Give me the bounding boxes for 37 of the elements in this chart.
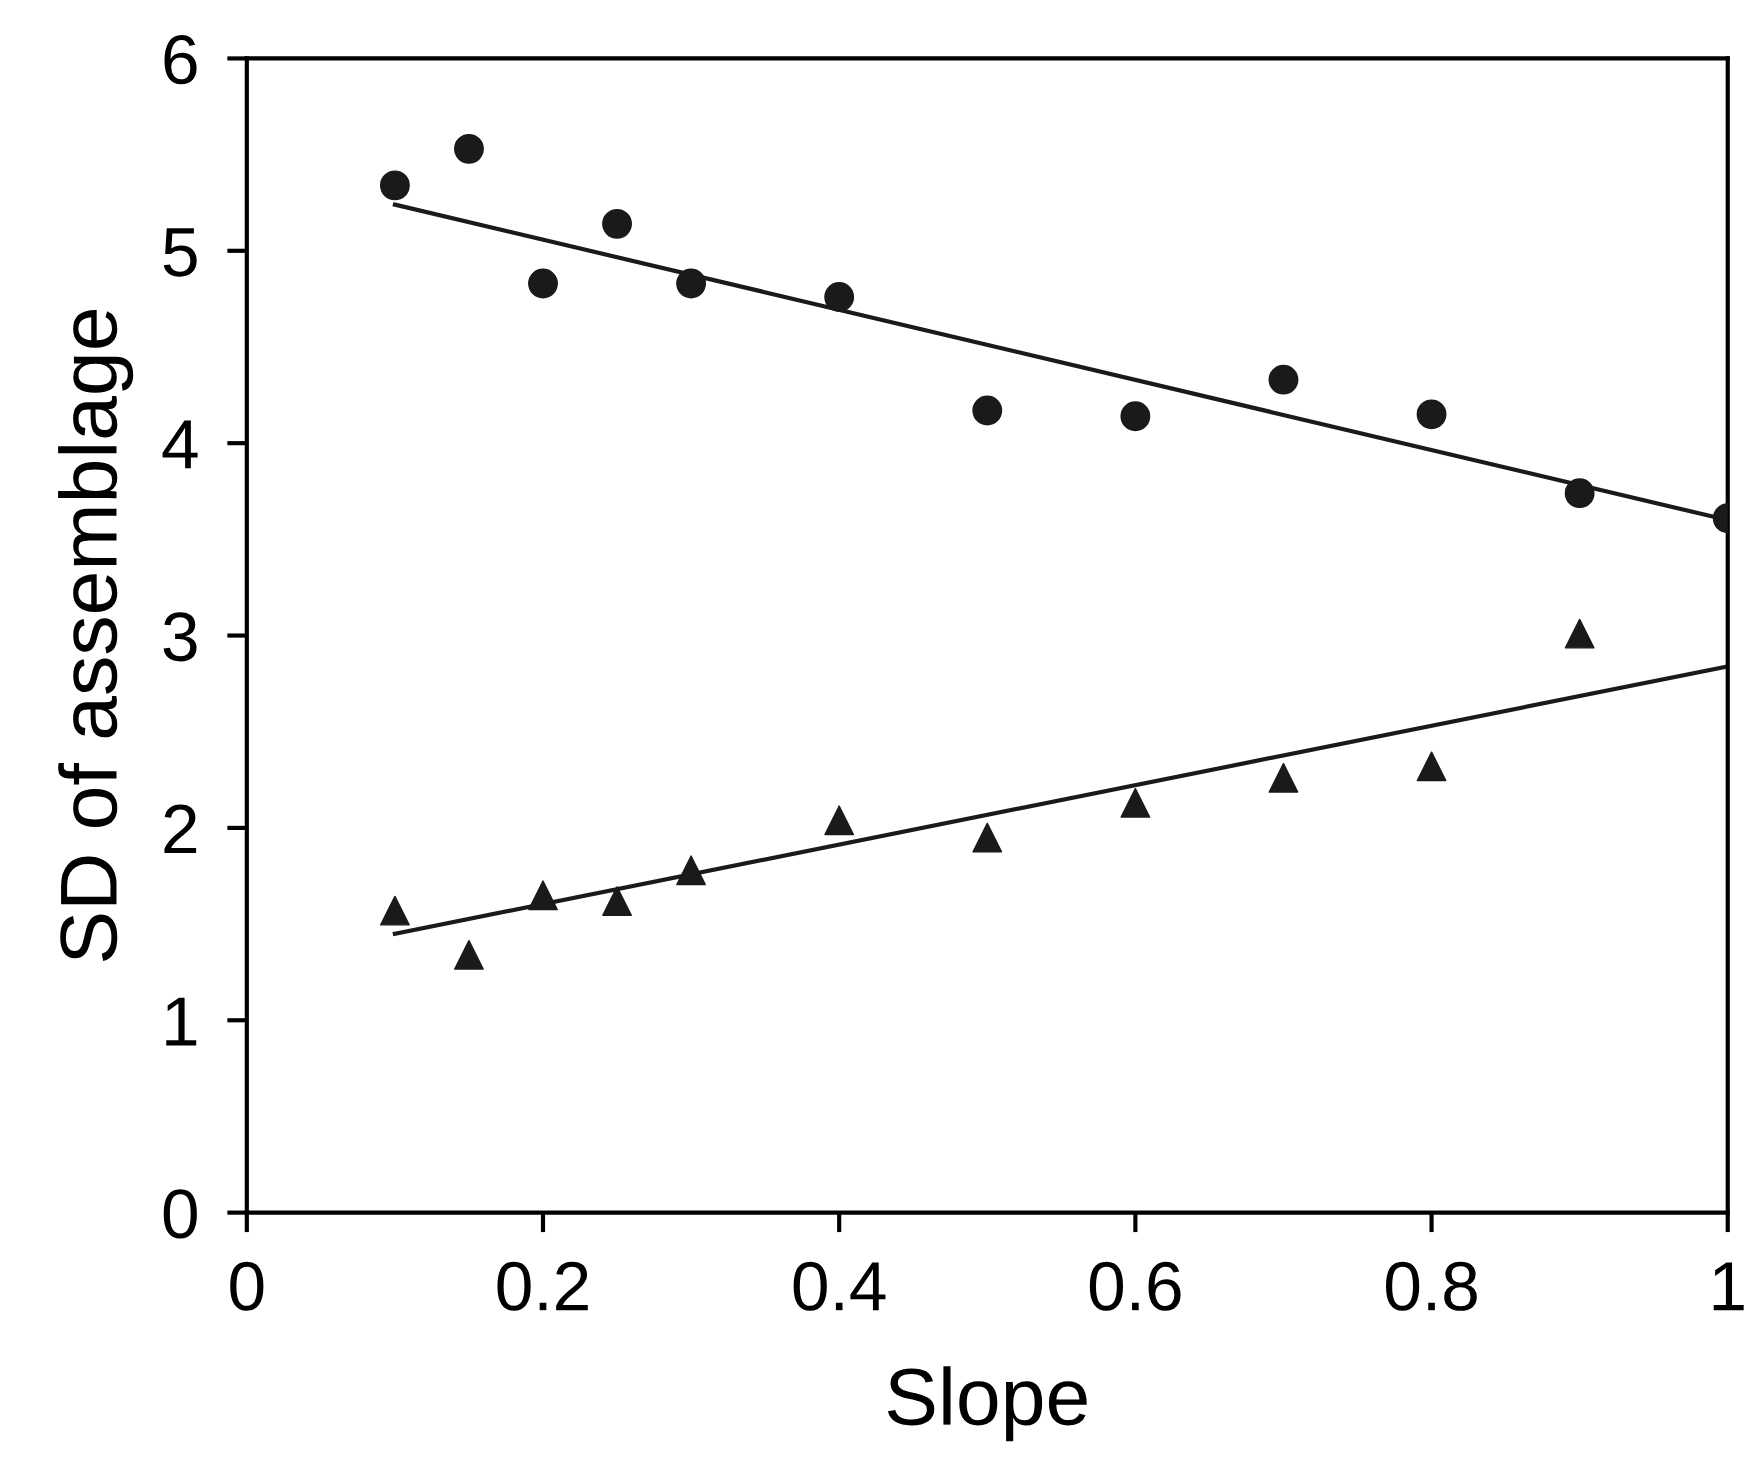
y-tick-label: 3 <box>163 612 197 662</box>
point <box>676 855 707 886</box>
point <box>1564 618 1595 649</box>
point <box>1564 478 1595 509</box>
point <box>676 268 707 299</box>
point <box>824 282 855 312</box>
point <box>824 805 855 836</box>
x-axis-title: Slope <box>887 1366 1087 1442</box>
point <box>1268 762 1299 793</box>
x-tick-label: 1 <box>1713 1262 1744 1311</box>
x-tick-label: 0.2 <box>497 1261 588 1311</box>
point <box>1120 787 1151 818</box>
point <box>1416 751 1447 782</box>
y-axis-title: SD of assemblage <box>58 309 134 961</box>
x-tick-label: 0.6 <box>1089 1261 1181 1311</box>
point <box>972 822 1003 853</box>
x-tick-label: 0.8 <box>1386 1261 1477 1311</box>
point <box>379 170 410 201</box>
point <box>1416 399 1447 430</box>
y-tick-label: 4 <box>162 420 198 469</box>
point <box>602 886 632 916</box>
point <box>528 268 558 299</box>
y-tick-label: 0 <box>163 1189 197 1239</box>
point <box>602 208 632 239</box>
point <box>454 133 484 164</box>
point <box>454 939 484 970</box>
x-tick-label: 0 <box>230 1261 264 1311</box>
point <box>528 880 558 911</box>
y-tick-label: 5 <box>163 228 197 277</box>
point <box>972 395 1003 426</box>
point <box>1268 364 1299 395</box>
y-tick-label: 2 <box>164 804 197 854</box>
point <box>1120 401 1151 432</box>
x-tick-label: 0.4 <box>793 1261 886 1311</box>
y-tick-label: 6 <box>164 35 197 85</box>
y-tick-label: 1 <box>166 997 197 1046</box>
point <box>379 895 410 926</box>
